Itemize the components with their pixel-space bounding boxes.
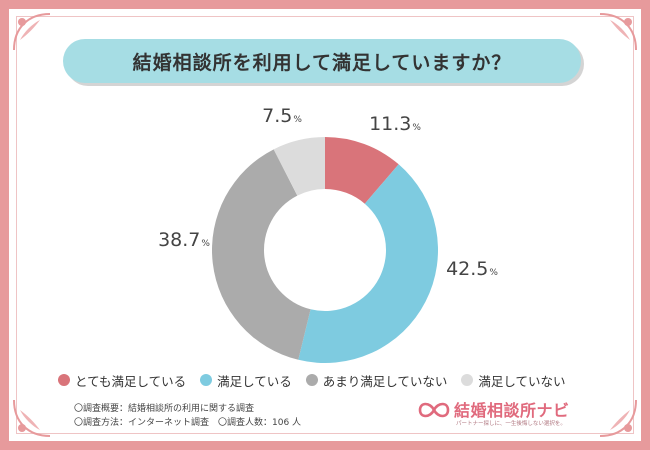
infinity-heart-logo-icon (418, 402, 450, 418)
chart-title: 結婚相談所を利用して満足していますか？ (132, 51, 512, 74)
inner-border (16, 16, 634, 434)
donut-slice-2 (298, 164, 438, 363)
corner-ornament-icon (596, 10, 640, 54)
legend-item: とても満足している (58, 371, 186, 390)
legend-swatch (305, 374, 318, 386)
value-number: 11.3 (369, 113, 411, 135)
brand-name: 結婚相談所ナビ (454, 401, 570, 420)
legend-label: あまり満足していない (322, 373, 448, 389)
legend-item: 満足している (200, 371, 292, 390)
value-number: 7.5 (262, 105, 292, 127)
value-unit: % (489, 268, 498, 278)
value-label: 42.5% (446, 258, 498, 280)
legend-item: あまり満足していない (305, 371, 448, 390)
title-banner: 結婚相談所を利用して満足していますか？ (63, 39, 581, 83)
value-number: 38.7 (158, 229, 200, 251)
legend-label: 満足していない (478, 373, 566, 389)
legend-item: 満足していない (461, 371, 566, 390)
legend-swatch (200, 374, 213, 386)
donut-slice-1 (325, 137, 399, 204)
brand-tagline: パートナー探しに、一生後悔しない選択を。 (456, 421, 566, 427)
corner-ornament-icon (10, 10, 54, 54)
survey-note: 〇調査概要：結婚相談所の利用に関する調査 (74, 404, 255, 414)
legend: とても満足している 満足している あまり満足していない 満足していない (58, 370, 618, 390)
value-number: 42.5 (446, 258, 488, 280)
value-label: 38.7% (158, 229, 210, 251)
value-unit: % (412, 123, 421, 133)
value-label: 7.5% (262, 105, 302, 127)
brand-logo: 結婚相談所ナビ パートナー探しに、一生後悔しない選択を。 (416, 395, 596, 433)
donut-slice-3 (212, 149, 311, 360)
legend-label: とても満足している (75, 373, 187, 389)
donut-slice-4 (273, 137, 325, 196)
corner-ornament-icon (596, 396, 640, 440)
value-unit: % (201, 239, 210, 249)
survey-note: 〇調査方法：インターネット調査 〇調査人数：106 人 (74, 418, 302, 428)
value-label: 11.3% (369, 113, 421, 135)
legend-label: 満足している (217, 373, 292, 389)
corner-ornament-icon (10, 396, 54, 440)
value-unit: % (293, 115, 302, 125)
legend-swatch (58, 374, 70, 386)
survey-notes: 〇調査概要：結婚相談所の利用に関する調査 〇調査方法：インターネット調査 〇調査… (74, 402, 404, 430)
legend-swatch (461, 374, 474, 386)
